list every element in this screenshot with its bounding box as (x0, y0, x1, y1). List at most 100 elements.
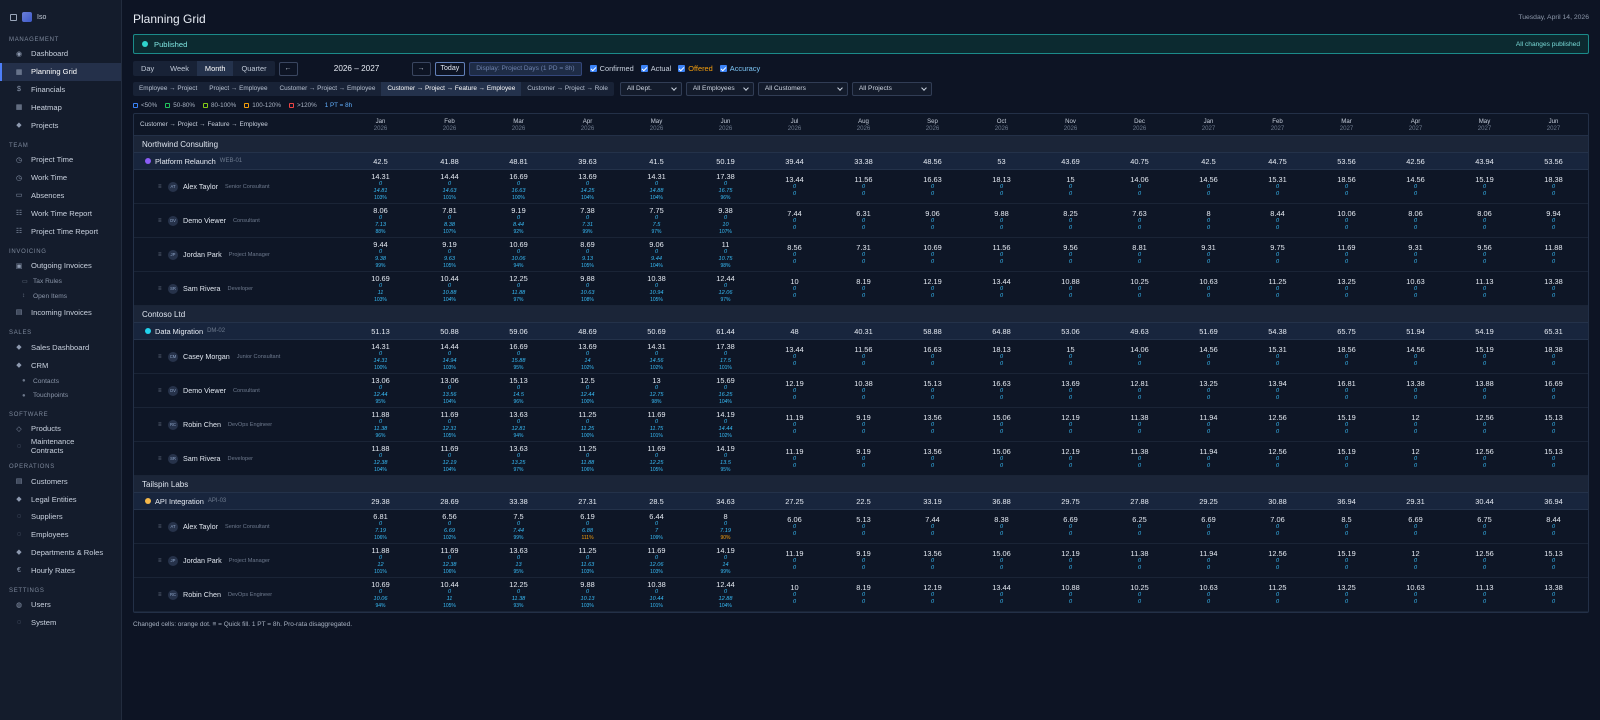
plan-cell[interactable]: 6.69 0 0 (1036, 510, 1105, 543)
plan-cell[interactable]: 12.19 0 0 (760, 374, 829, 407)
grouping-option-0[interactable]: Employee → Project (139, 84, 198, 92)
filter-all-projects[interactable]: All Projects (851, 81, 932, 96)
project-total-cell[interactable]: 58.88 (923, 326, 942, 336)
plan-cell[interactable]: 14.19 0 14.44 102% (691, 408, 760, 441)
plan-cell[interactable]: 17.38 0 16.75 96% (691, 170, 760, 203)
project-total-cell[interactable]: 30.44 (1475, 496, 1494, 506)
project-total-cell[interactable]: 34.63 (716, 496, 735, 506)
quick-fill-icon[interactable]: ≡ (158, 183, 162, 190)
plan-cell[interactable]: 9.19 0 0 (829, 442, 898, 475)
plan-cell[interactable]: 11.94 0 0 (1174, 544, 1243, 577)
plan-cell[interactable]: 10.06 0 0 (1312, 204, 1381, 237)
plan-cell[interactable]: 14.56 0 0 (1381, 170, 1450, 203)
plan-cell[interactable]: 14.44 0 14.63 101% (415, 170, 484, 203)
plan-cell[interactable]: 9.31 0 0 (1381, 238, 1450, 271)
project-total-cell[interactable]: 36.88 (992, 496, 1011, 506)
plan-cell[interactable]: 11.69 0 0 (1312, 238, 1381, 271)
plan-cell[interactable]: 9.06 0 0 (898, 204, 967, 237)
prev-period-button[interactable]: ← (278, 61, 298, 76)
plan-cell[interactable]: 9.75 0 0 (1243, 238, 1312, 271)
quick-fill-icon[interactable]: ≡ (158, 523, 162, 530)
plan-cell[interactable]: 9.19 0 0 (829, 544, 898, 577)
plan-cell[interactable]: 11.38 0 0 (1105, 408, 1174, 441)
plan-cell[interactable]: 10.63 0 0 (1381, 272, 1450, 305)
quick-fill-icon[interactable]: ≡ (158, 285, 162, 292)
sidebar-item-customers[interactable]: ▤ Customers (0, 472, 121, 490)
plan-cell[interactable]: 8.44 0 0 (1519, 510, 1588, 543)
sidebar-subitem-open-items[interactable]: ↕ Open Items (0, 289, 121, 303)
plan-cell[interactable]: 11.25 0 11.63 103% (553, 544, 622, 577)
project-total-cell[interactable]: 48.81 (509, 156, 528, 166)
plan-cell[interactable]: 8.81 0 0 (1105, 238, 1174, 271)
plan-cell[interactable]: 12.25 0 11.88 97% (484, 272, 553, 305)
plan-cell[interactable]: 13.38 0 0 (1519, 578, 1588, 611)
checkbox-checked-icon[interactable] (719, 65, 727, 72)
plan-cell[interactable]: 12.19 0 0 (898, 578, 967, 611)
plan-cell[interactable]: 17.38 0 17.5 101% (691, 340, 760, 373)
plan-cell[interactable]: 18.56 0 0 (1312, 170, 1381, 203)
plan-cell[interactable]: 11.88 0 11.38 96% (346, 408, 415, 441)
sidebar-item-projects[interactable]: ◆ Projects (0, 116, 121, 134)
plan-cell[interactable]: 13.38 0 0 (1381, 374, 1450, 407)
plan-cell[interactable]: 10.69 0 10.06 94% (346, 578, 415, 611)
checkbox-accuracy[interactable]: Accuracy (719, 64, 760, 73)
project-total-cell[interactable]: 29.38 (371, 496, 390, 506)
plan-cell[interactable]: 7.63 0 0 (1105, 204, 1174, 237)
plan-cell[interactable]: 12.81 0 0 (1105, 374, 1174, 407)
plan-cell[interactable]: 8.38 0 0 (967, 510, 1036, 543)
project-total-cell[interactable]: 27.31 (578, 496, 597, 506)
plan-cell[interactable]: 12.19 0 0 (1036, 544, 1105, 577)
plan-cell[interactable]: 15.06 0 0 (967, 544, 1036, 577)
plan-cell[interactable]: 7.81 0 8.38 107% (415, 204, 484, 237)
plan-cell[interactable]: 6.69 0 0 (1381, 510, 1450, 543)
plan-cell[interactable]: 14.56 0 0 (1174, 340, 1243, 373)
plan-cell[interactable]: 6.81 0 7.19 106% (346, 510, 415, 543)
plan-cell[interactable]: 12.56 0 0 (1243, 408, 1312, 441)
grouping-option-1[interactable]: Project → Employee (209, 84, 268, 92)
plan-cell[interactable]: 13.56 0 0 (898, 408, 967, 441)
sidebar-subitem-tax-rules[interactable]: ▭ Tax Rules (0, 275, 121, 289)
plan-cell[interactable]: 11.69 0 12.38 106% (415, 544, 484, 577)
plan-cell[interactable]: 11.25 0 0 (1243, 578, 1312, 611)
plan-cell[interactable]: 14.06 0 0 (1105, 340, 1174, 373)
plan-cell[interactable]: 11.19 0 0 (760, 408, 829, 441)
plan-cell[interactable]: 13.44 0 0 (967, 272, 1036, 305)
plan-cell[interactable]: 15.13 0 0 (1519, 442, 1588, 475)
plan-cell[interactable]: 8.69 0 9.13 105% (553, 238, 622, 271)
plan-cell[interactable]: 8.19 0 0 (829, 578, 898, 611)
plan-cell[interactable]: 11.19 0 0 (760, 544, 829, 577)
sidebar-item-suppliers[interactable]: ◌ Suppliers (0, 508, 121, 526)
plan-cell[interactable]: 15.13 0 14.5 96% (484, 374, 553, 407)
project-total-cell[interactable]: 28.69 (440, 496, 459, 506)
plan-cell[interactable]: 14.31 0 14.31 100% (346, 340, 415, 373)
project-total-cell[interactable]: 53.06 (1061, 326, 1080, 336)
plan-cell[interactable]: 7.06 0 0 (1243, 510, 1312, 543)
sidebar-item-crm[interactable]: ◆ CRM (0, 356, 121, 374)
plan-cell[interactable]: 13.63 0 13 95% (484, 544, 553, 577)
plan-cell[interactable]: 13.69 0 0 (1036, 374, 1105, 407)
plan-cell[interactable]: 18.38 0 0 (1519, 170, 1588, 203)
plan-cell[interactable]: 15.19 0 0 (1312, 442, 1381, 475)
plan-cell[interactable]: 15 0 0 (1036, 340, 1105, 373)
plan-cell[interactable]: 11.94 0 0 (1174, 442, 1243, 475)
today-button[interactable]: Today (434, 61, 466, 76)
plan-cell[interactable]: 15.19 0 0 (1312, 408, 1381, 441)
project-total-cell[interactable]: 51.69 (1199, 326, 1218, 336)
plan-cell[interactable]: 11.25 0 11.25 100% (553, 408, 622, 441)
plan-cell[interactable]: 18.56 0 0 (1312, 340, 1381, 373)
plan-cell[interactable]: 18.38 0 0 (1519, 340, 1588, 373)
project-total-cell[interactable]: 64.88 (992, 326, 1011, 336)
plan-cell[interactable]: 13.06 0 13.56 104% (415, 374, 484, 407)
checkbox-offered[interactable]: Offered (678, 64, 713, 73)
filter-all-customers[interactable]: All Customers (757, 81, 848, 96)
filter-all-employees[interactable]: All Employees (685, 81, 754, 96)
plan-cell[interactable]: 8 0 7.19 90% (691, 510, 760, 543)
next-period-button[interactable]: → (411, 61, 431, 76)
sidebar-item-absences[interactable]: ▭ Absences (0, 187, 121, 205)
project-total-cell[interactable]: 53 (997, 156, 1006, 166)
project-total-cell[interactable]: 43.69 (1061, 156, 1080, 166)
plan-cell[interactable]: 11.13 0 0 (1450, 578, 1519, 611)
plan-cell[interactable]: 14.44 0 14.94 103% (415, 340, 484, 373)
plan-cell[interactable]: 10.38 0 10.94 105% (622, 272, 691, 305)
plan-cell[interactable]: 18.13 0 0 (967, 340, 1036, 373)
